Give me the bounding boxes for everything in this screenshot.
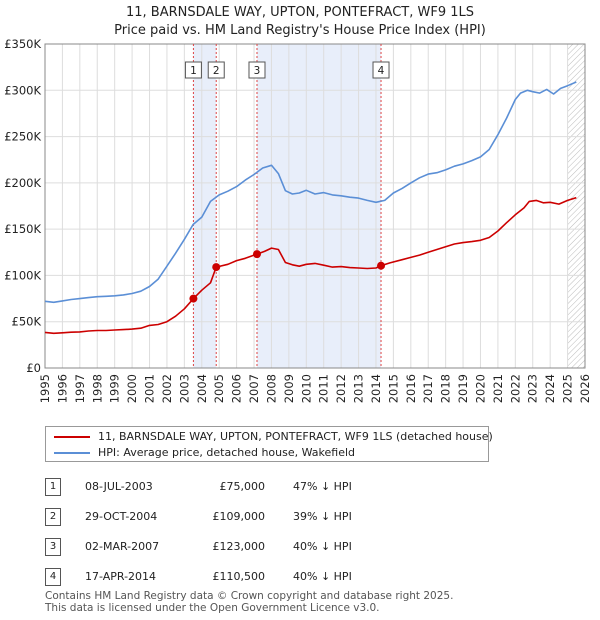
- x-tick-label: 2020: [473, 374, 487, 403]
- sale-price: £123,000: [212, 540, 266, 553]
- y-tick-label: £250K: [4, 130, 41, 144]
- chart-title: 11, BARNSDALE WAY, UPTON, PONTEFRACT, WF…: [125, 5, 475, 20]
- x-tick-label: 2022: [508, 374, 522, 403]
- property-price-line: [44, 196, 577, 335]
- sale-marker-label: 2: [213, 65, 220, 77]
- x-tick-label: 2023: [526, 374, 540, 403]
- sale-row: 1 08-JUL-2003 £75,000 47% ↓ HPI: [45, 478, 465, 496]
- legend-swatch-hpi: [54, 452, 90, 454]
- x-tick-label: 2015: [386, 374, 400, 403]
- sale-row: 3 02-MAR-2007 £123,000 40% ↓ HPI: [45, 538, 465, 556]
- plot-frame: [44, 43, 586, 369]
- x-tick-label: 1996: [55, 374, 69, 403]
- sale-date: 29-OCT-2004: [85, 510, 158, 523]
- x-tick-label: 1999: [108, 374, 122, 403]
- legend-item-hpi: HPI: Average price, detached house, Wake…: [54, 446, 355, 460]
- y-tick-label: £0: [26, 361, 41, 375]
- sale-point: [189, 294, 198, 303]
- sale-date: 17-APR-2014: [85, 570, 157, 583]
- sale-marker-box: [207, 61, 225, 79]
- x-tick-label: 2024: [543, 374, 557, 403]
- x-tick-label: 2001: [143, 374, 157, 403]
- x-tick-label: 2002: [160, 374, 174, 403]
- sale-marker-box: [248, 61, 266, 79]
- x-tick-label: 2017: [421, 374, 435, 403]
- sale-marker-label: 1: [190, 65, 197, 77]
- chart: £0 £50K £100K £150K £200K £250K £300K £350K 1995…: [4, 37, 592, 403]
- x-tick-label: 1995: [38, 374, 52, 403]
- chart-subtitle: Price paid vs. HM Land Registry's House …: [114, 23, 486, 38]
- sale-period-shading: [256, 44, 382, 368]
- x-tick-label: 1998: [90, 374, 104, 403]
- forecast-hatch: [567, 44, 585, 368]
- x-tick-label: 2025: [561, 374, 575, 403]
- x-tick-label: 2010: [299, 374, 313, 403]
- x-tick-label: 2011: [317, 374, 331, 403]
- legend-swatch-property: [54, 436, 90, 438]
- sale-price: £110,500: [212, 570, 266, 583]
- sale-price: £109,000: [212, 510, 266, 523]
- legend-label-property: 11, BARNSDALE WAY, UPTON, PONTEFRACT, WF…: [98, 430, 493, 443]
- sale-date: 02-MAR-2007: [85, 540, 160, 553]
- sale-row: 2 29-OCT-2004 £109,000 39% ↓ HPI: [45, 508, 465, 526]
- x-tick-label: 2018: [439, 374, 453, 403]
- sale-marker: 1: [45, 478, 61, 496]
- sale-date: 08-JUL-2003: [85, 480, 153, 493]
- sale-hpi-diff: 40% ↓ HPI: [293, 540, 352, 553]
- x-tick-label: 2014: [369, 374, 383, 403]
- x-tick-label: 2026: [578, 374, 592, 403]
- sale-row: 4 17-APR-2014 £110,500 40% ↓ HPI: [45, 568, 465, 586]
- sale-marker: 4: [45, 568, 61, 586]
- hpi-line: [44, 81, 577, 304]
- sale-marker-box: [184, 61, 202, 79]
- sale-point: [252, 250, 261, 259]
- sale-point: [212, 263, 221, 272]
- legend-item-property: 11, BARNSDALE WAY, UPTON, PONTEFRACT, WF…: [54, 430, 493, 444]
- sale-hpi-diff: 39% ↓ HPI: [293, 510, 352, 523]
- y-tick-label: £150K: [4, 222, 41, 236]
- y-tick-label: £350K: [4, 37, 41, 51]
- x-tick-label: 2009: [282, 374, 296, 403]
- x-tick-label: 2019: [456, 374, 470, 403]
- sale-marker: 3: [45, 538, 61, 556]
- x-tick-label: 2012: [334, 374, 348, 403]
- x-tick-label: 2004: [195, 374, 209, 403]
- sale-marker-label: 3: [254, 65, 261, 77]
- sale-point: [377, 261, 386, 270]
- x-tick-label: 2003: [177, 374, 191, 403]
- x-tick-label: 2016: [404, 374, 418, 403]
- sale-marker-box: [372, 61, 390, 79]
- legend-label-hpi: HPI: Average price, detached house, Wake…: [98, 446, 356, 459]
- sale-hpi-diff: 47% ↓ HPI: [293, 480, 352, 493]
- x-tick-label: 2013: [352, 374, 366, 403]
- footer-licence: This data is licensed under the Open Gov…: [45, 602, 380, 614]
- sale-marker-label: 4: [378, 65, 385, 77]
- x-tick-label: 2021: [491, 374, 505, 403]
- y-tick-label: £300K: [4, 83, 41, 97]
- x-tick-label: 1997: [73, 374, 87, 403]
- y-tick-label: £100K: [4, 268, 41, 282]
- x-tick-label: 2000: [125, 374, 139, 403]
- y-tick-label: £50K: [12, 315, 42, 329]
- sale-price: £75,000: [219, 480, 266, 493]
- x-tick-label: 2006: [230, 374, 244, 403]
- y-tick-label: £200K: [4, 176, 41, 190]
- x-tick-label: 2008: [264, 374, 278, 403]
- sale-marker: 2: [45, 508, 61, 526]
- footer-copyright: Contains HM Land Registry data © Crown c…: [45, 590, 454, 602]
- x-tick-label: 2007: [247, 374, 261, 403]
- chart-title-block: 11, BARNSDALE WAY, UPTON, PONTEFRACT, WF…: [0, 4, 600, 40]
- sale-hpi-diff: 40% ↓ HPI: [293, 570, 352, 583]
- sale-period-shading: [193, 44, 217, 368]
- footer: Contains HM Land Registry data © Crown c…: [45, 590, 453, 614]
- legend: 11, BARNSDALE WAY, UPTON, PONTEFRACT, WF…: [45, 426, 493, 462]
- x-tick-label: 2005: [212, 374, 226, 403]
